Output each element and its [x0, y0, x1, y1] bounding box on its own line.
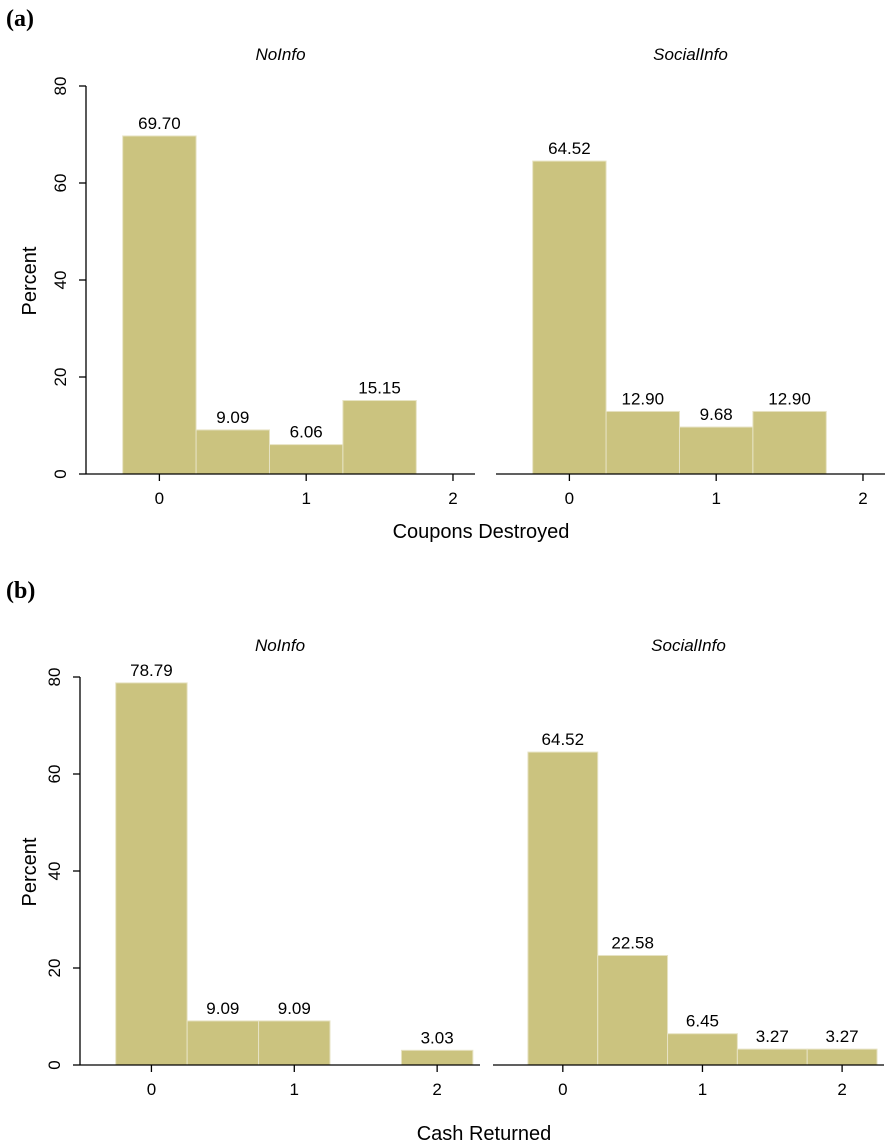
- figure-a-xlabel: Coupons Destroyed: [393, 521, 570, 543]
- panel-b-socialinfo-bar: [527, 751, 599, 1066]
- panel-b-socialinfo-bar: [806, 1048, 878, 1066]
- figure-a-letter: (a): [6, 6, 34, 32]
- panel-b-noinfo-x-tick-label: 0: [147, 1080, 156, 1099]
- panel-a-noinfo-y-tick-label: 0: [51, 469, 70, 478]
- panel-a-noinfo-bar-label: 69.70: [138, 114, 181, 133]
- panel-b-socialinfo-bar-label: 3.27: [826, 1027, 859, 1046]
- panel-a-noinfo-bar: [122, 135, 197, 475]
- panel-b-socialinfo-bar: [667, 1033, 738, 1066]
- panel-b-socialinfo-x-tick-label: 1: [698, 1080, 707, 1099]
- panel-b-socialinfo-bar: [597, 954, 669, 1066]
- panel-a-noinfo-bar-label: 15.15: [358, 379, 401, 398]
- panel-b-socialinfo-title: SocialInfo: [651, 636, 726, 655]
- panel-a-noinfo-bar-label: 9.09: [216, 408, 249, 427]
- panel-b-socialinfo-x-tick-label: 0: [558, 1080, 567, 1099]
- panel-a-noinfo-bar-label: 6.06: [290, 423, 323, 442]
- panel-a-socialinfo: SocialInfo 64.52 12.90 9.68 12.90 0 1 2: [496, 45, 885, 508]
- panel-b-noinfo-bar-label: 9.09: [278, 999, 311, 1018]
- panel-b-socialinfo-bar-label: 22.58: [611, 933, 654, 952]
- panel-b-noinfo-x-tick-label: 1: [290, 1080, 299, 1099]
- panel-a-noinfo-bar: [342, 400, 417, 475]
- panel-a-noinfo-y-tick-label: 20: [51, 368, 70, 387]
- panel-b-noinfo-bar: [258, 1020, 331, 1066]
- panel-a-socialinfo-title: SocialInfo: [653, 45, 728, 64]
- panel-a-noinfo-y-tick-label: 80: [51, 77, 70, 96]
- panel-a-socialinfo-bar-label: 64.52: [548, 139, 591, 158]
- panel-a-socialinfo-bar: [678, 426, 754, 475]
- panel-b-noinfo-y-tick-label: 80: [45, 668, 64, 687]
- panel-b-noinfo-bar: [115, 682, 188, 1066]
- panel-b-socialinfo-bar-label: 64.52: [542, 730, 585, 749]
- panel-b-noinfo-y-tick-label: 40: [45, 862, 64, 881]
- panel-b-noinfo-bar: [400, 1049, 474, 1066]
- panel-a-socialinfo-bar-label: 9.68: [700, 405, 733, 424]
- panel-b-noinfo-y-tick-label: 0: [45, 1060, 64, 1069]
- panel-a-socialinfo-x-tick-label: 2: [858, 489, 867, 508]
- figure-b-ylabel: Percent: [19, 837, 41, 906]
- panel-b-socialinfo-bar-label: 6.45: [686, 1012, 719, 1031]
- panel-a-noinfo-bar: [195, 429, 270, 475]
- panel-b-socialinfo-x-tick-label: 2: [837, 1080, 846, 1099]
- panel-b-noinfo-bar: [186, 1020, 260, 1066]
- panel-a-socialinfo-x-tick-label: 0: [565, 489, 574, 508]
- panel-a-noinfo-x-tick-label: 0: [155, 489, 164, 508]
- panel-a-noinfo-bar: [268, 444, 344, 475]
- figure-a-ylabel: Percent: [19, 246, 41, 315]
- panel-b-noinfo-y-tick-label: 60: [45, 765, 64, 784]
- panel-a-noinfo-x-tick-label: 2: [448, 489, 457, 508]
- panel-b-noinfo-bar-label: 9.09: [206, 999, 239, 1018]
- panel-b-socialinfo-bar: [736, 1048, 808, 1066]
- figure-b-xlabel: Cash Returned: [417, 1123, 552, 1145]
- panel-b-noinfo-bar-label: 78.79: [130, 661, 173, 680]
- panel-b-socialinfo-bar-label: 3.27: [756, 1027, 789, 1046]
- panel-b-noinfo-bar-label: 3.03: [421, 1028, 454, 1047]
- panel-b-noinfo-title: NoInfo: [255, 636, 305, 655]
- panel-a-socialinfo-bar: [752, 410, 827, 475]
- panel-b-noinfo-x-tick-label: 2: [432, 1080, 441, 1099]
- panel-a-socialinfo-bar: [605, 410, 680, 475]
- panel-a-socialinfo-bar-label: 12.90: [622, 389, 665, 408]
- panel-a-socialinfo-bar: [532, 160, 607, 475]
- panel-a-socialinfo-x-tick-label: 1: [711, 489, 720, 508]
- figure-b-letter: (b): [6, 578, 35, 604]
- panel-a-noinfo-y-tick-label: 40: [51, 271, 70, 290]
- panel-b-socialinfo: SocialInfo 64.52 22.58 6.45 3.27 3.27 0 1 2: [493, 636, 884, 1099]
- panel-a-socialinfo-bar-label: 12.90: [768, 389, 811, 408]
- panel-b-noinfo-y-tick-label: 20: [45, 959, 64, 978]
- panel-a-noinfo-title: NoInfo: [255, 45, 305, 64]
- panel-a-noinfo-y-tick-label: 60: [51, 174, 70, 193]
- panel-a-noinfo-x-tick-label: 1: [301, 489, 310, 508]
